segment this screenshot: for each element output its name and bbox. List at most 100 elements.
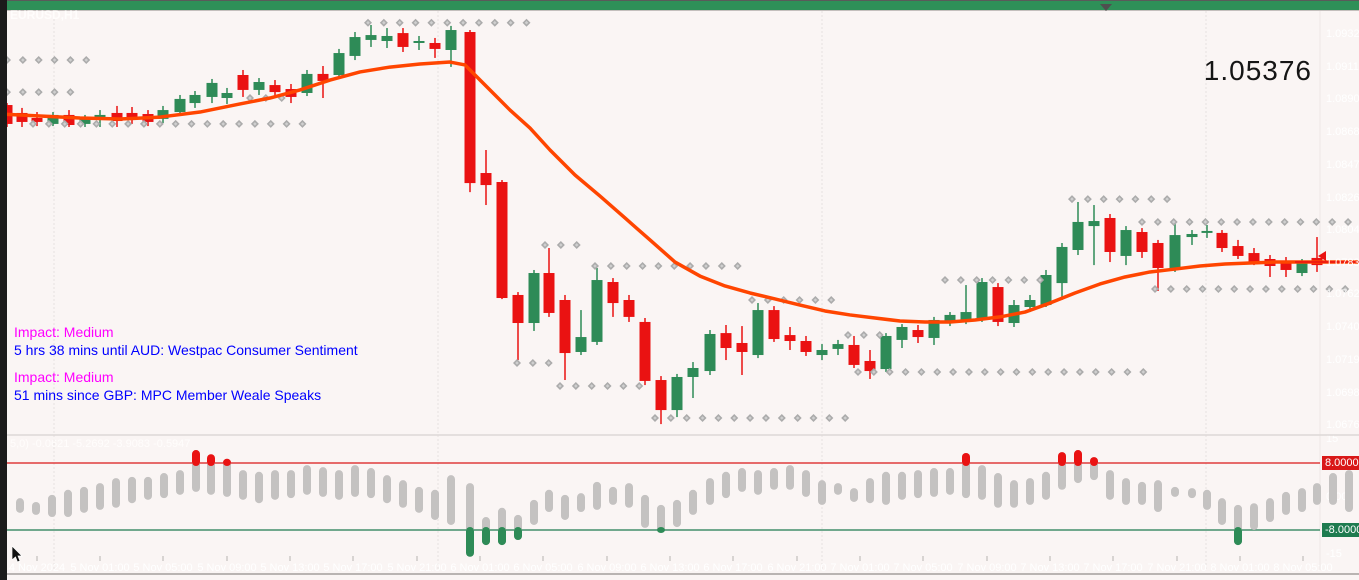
time-axis[interactable]: 4 Nov 2024 5 Nov 01:00 5 Nov 05:00 5 Nov 09… — [9, 556, 1333, 574]
chart-shift-triangle-icon[interactable] — [1100, 4, 1112, 11]
oscillator-bar — [1313, 483, 1321, 505]
diamond-dot-core — [797, 298, 802, 302]
oscillator-bar — [722, 471, 730, 499]
candle-body — [880, 335, 892, 370]
candle-body — [47, 114, 59, 124]
candle-body — [944, 314, 956, 322]
oscillator-bar — [1042, 471, 1050, 500]
candle-body — [1169, 235, 1181, 268]
candle-body — [349, 37, 361, 56]
diamond-dot-core — [1078, 370, 1082, 374]
candle-body — [800, 341, 812, 352]
oscillator-bar — [223, 458, 231, 497]
time-axis-label: 6 Nov 09:00 — [577, 562, 636, 574]
diamond-dot-core — [1235, 220, 1239, 224]
oscillator-bar — [431, 489, 439, 520]
window-bottom-edge — [7, 573, 1359, 575]
time-axis-label: 6 Nov 13:00 — [640, 562, 699, 574]
candle-body — [1232, 246, 1244, 256]
candle-body — [1104, 217, 1116, 252]
oscillator-bar — [577, 493, 585, 512]
diamond-dot-core — [84, 58, 89, 62]
oscillator-bar-oversold-cap — [514, 527, 522, 541]
candle-body — [253, 82, 265, 90]
oscillator-bar — [335, 470, 343, 500]
candle-body — [111, 112, 123, 122]
candle-body — [174, 98, 186, 113]
candle-body — [189, 94, 201, 104]
diamond-dot-core — [110, 122, 115, 126]
candle-body — [992, 287, 1004, 322]
price-axis[interactable]: 1.09325 1.09110 1.08900 1.08685 1.08470 1.082… — [1326, 28, 1359, 560]
oscillator-bar — [255, 471, 263, 504]
oscillator-bar — [176, 470, 184, 495]
diamond-dot-core — [688, 264, 692, 268]
oscillator-bar — [96, 483, 104, 510]
lower-level-tag: -8.0000 — [1322, 523, 1359, 537]
candle-body — [413, 41, 425, 43]
candle-body — [752, 310, 764, 356]
diamond-dot-core — [268, 122, 273, 126]
oscillator-bar — [994, 473, 1002, 508]
oscillator-bar — [447, 475, 455, 525]
diamond-dot-core — [1156, 220, 1160, 224]
candle-body — [559, 300, 571, 354]
oscillator-bar — [144, 476, 152, 500]
diamond-dot-core — [959, 278, 963, 282]
candle-body — [157, 110, 169, 119]
diamond-dot-core — [1006, 278, 1011, 282]
oscillator-bar — [415, 486, 423, 513]
candle-body — [1280, 262, 1292, 270]
candle-body — [704, 333, 716, 372]
oscillator-bar — [303, 465, 311, 495]
diamond-dot-core — [605, 384, 610, 388]
diamond-dot-core — [640, 264, 645, 268]
oscillator-bar — [898, 471, 906, 500]
price-axis-label: 1.09110 — [1326, 61, 1359, 73]
oscillator-bar — [1188, 488, 1196, 499]
oscillator-bar — [1154, 480, 1162, 512]
price-axis-label: 1.07405 — [1326, 321, 1359, 333]
diamond-dot-core — [983, 370, 987, 374]
candle-body — [1136, 232, 1148, 252]
diamond-dot-core — [52, 90, 57, 94]
diamond-dot-core — [593, 264, 597, 268]
diamond-dot-core — [1169, 287, 1173, 291]
diamond-dot-core — [397, 20, 402, 25]
candle-body — [848, 344, 860, 365]
candle-body — [237, 75, 249, 90]
diamond-dot-core — [1030, 370, 1035, 374]
oscillator-bar-overbought-cap — [207, 454, 215, 466]
diamond-dot-core — [477, 20, 481, 25]
oscillator-bar — [978, 465, 986, 500]
diamond-dot-core — [1141, 370, 1146, 374]
oscillator-bar — [866, 478, 874, 504]
diamond-dot-core — [704, 264, 708, 268]
candle-body — [1072, 221, 1084, 250]
price-axis-label: 1.08470 — [1326, 159, 1359, 171]
diamond-dot-core — [700, 416, 705, 420]
diamond-dot-core — [716, 416, 721, 420]
time-axis-label: 6 Nov 17:00 — [703, 562, 762, 574]
diamond-dot-core — [221, 122, 225, 126]
diamond-dot-core — [1264, 287, 1268, 291]
diamond-dot-core — [1184, 287, 1189, 291]
candle-body — [480, 173, 492, 186]
price-axis-label: 1.07190 — [1326, 354, 1359, 366]
candle-body — [221, 92, 233, 99]
diamond-dot-core — [811, 416, 816, 420]
diamond-dot-core — [461, 20, 465, 25]
oscillator-bar — [545, 489, 553, 512]
oscillator-axis-label: -15 — [1326, 548, 1342, 560]
diamond-dot-core — [574, 384, 578, 388]
time-axis-label: 8 Nov 01:00 — [1210, 562, 1269, 574]
diamond-dot-core — [887, 370, 892, 374]
diamond-dot-core — [624, 264, 629, 268]
candle-body — [31, 117, 43, 122]
time-axis-label: 6 Nov 01:00 — [450, 562, 509, 574]
diamond-dot-core — [1248, 287, 1252, 291]
candle-body — [1296, 262, 1308, 274]
oscillator-bar — [1026, 478, 1034, 505]
oscillator-bar — [706, 478, 714, 505]
